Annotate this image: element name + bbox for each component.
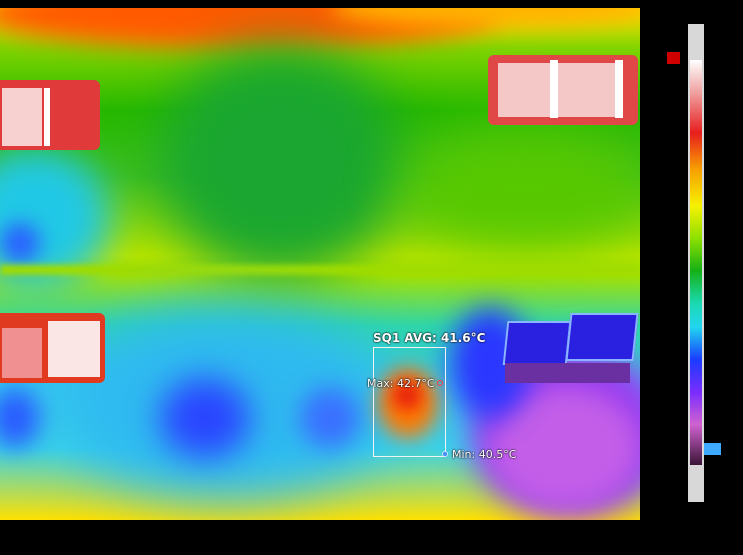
cold-spot — [0, 388, 40, 448]
rooftop-area — [490, 388, 640, 508]
window-pane — [615, 60, 623, 118]
max-marker-icon — [437, 380, 443, 386]
scale-min-marker-icon — [704, 443, 721, 455]
roof-heat-band-right — [330, 8, 640, 28]
window-pane — [44, 88, 50, 146]
window-pane — [2, 328, 42, 378]
min-reading: Min: 40.5°C — [452, 448, 517, 461]
solar-panel — [502, 321, 572, 365]
palette-scale-bar — [690, 60, 702, 465]
window-pane — [550, 60, 558, 118]
scale-max-marker-icon — [667, 52, 681, 64]
thermal-image — [0, 8, 640, 520]
window-pane — [498, 63, 618, 117]
window-pane — [2, 88, 42, 146]
wall-zone — [160, 48, 400, 278]
min-marker-icon — [442, 451, 448, 457]
roi-box[interactable] — [373, 347, 446, 457]
max-reading: Max: 42.7°C — [367, 377, 435, 390]
window-pane — [48, 321, 100, 377]
solar-panel — [565, 313, 639, 361]
panel-mount — [505, 363, 630, 383]
hot-spot-core — [392, 380, 422, 410]
cold-spot — [300, 388, 360, 448]
wall-seam — [0, 265, 640, 275]
roi-average-label: SQ1 AVG: 41.6°C — [373, 331, 486, 345]
cool-zone — [0, 223, 40, 263]
cold-spot — [160, 378, 250, 458]
wall-zone — [400, 128, 640, 248]
